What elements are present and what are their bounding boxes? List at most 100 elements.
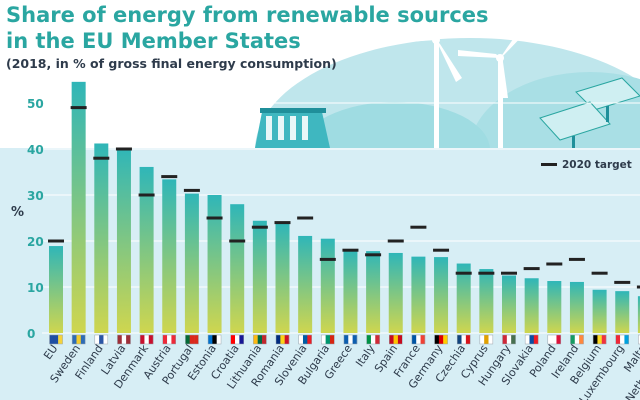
target-marker-cyprus bbox=[478, 271, 495, 275]
flag-denmark-icon bbox=[139, 334, 154, 345]
hydro-dam-icon bbox=[255, 108, 330, 148]
flag-spain-icon bbox=[389, 334, 403, 345]
flag-austria-icon bbox=[162, 334, 176, 345]
legend-marker bbox=[541, 163, 557, 166]
bar-finland bbox=[94, 143, 109, 333]
target-marker-croatia bbox=[229, 239, 246, 243]
bar-estonia bbox=[207, 195, 222, 333]
bar-malta bbox=[637, 296, 640, 333]
target-marker-latvia bbox=[115, 147, 132, 151]
x-tick-label-eu: EU bbox=[41, 342, 60, 362]
target-markers bbox=[48, 106, 640, 289]
flag-estonia-icon bbox=[207, 334, 222, 345]
chart-title-line-1: Share of energy from renewable sources bbox=[6, 3, 489, 27]
flag-eu-icon bbox=[49, 334, 63, 345]
bar-cyprus bbox=[479, 269, 494, 333]
flags bbox=[49, 334, 640, 345]
target-marker-sweden bbox=[70, 106, 87, 110]
target-marker-greece bbox=[342, 248, 359, 252]
target-marker-spain bbox=[387, 239, 404, 243]
chart-subtitle: (2018, in % of gross final energy consum… bbox=[6, 56, 337, 71]
bar-denmark bbox=[139, 166, 154, 333]
target-marker-eu bbox=[48, 239, 64, 243]
target-marker-germany bbox=[433, 248, 450, 252]
bar-belgium bbox=[592, 289, 607, 333]
y-tick-label: 10 bbox=[27, 281, 44, 295]
flag-germany-icon bbox=[434, 334, 448, 345]
target-marker-austria bbox=[161, 175, 178, 179]
chart-title-line-2: in the EU Member States bbox=[6, 29, 301, 53]
flag-france-icon bbox=[411, 334, 426, 345]
bar-croatia bbox=[230, 204, 245, 333]
flag-lithuania-icon bbox=[253, 334, 267, 345]
target-marker-slovenia bbox=[297, 216, 314, 220]
y-tick-label: 20 bbox=[27, 235, 44, 249]
flag-poland-icon bbox=[547, 334, 562, 345]
x-tick-label-malta: Malta bbox=[621, 342, 640, 374]
target-marker-ireland bbox=[568, 257, 585, 261]
target-marker-malta bbox=[636, 285, 640, 289]
bar-germany bbox=[434, 257, 449, 333]
y-tick-label: 40 bbox=[27, 143, 44, 157]
target-marker-france bbox=[410, 225, 427, 229]
bars bbox=[49, 81, 640, 333]
flag-hungary-icon bbox=[502, 334, 516, 345]
target-marker-finland bbox=[93, 156, 110, 160]
target-marker-luxembourg bbox=[614, 280, 631, 284]
bar-bulgaria bbox=[320, 238, 335, 333]
bar-hungary bbox=[502, 275, 516, 333]
bar-austria bbox=[162, 179, 177, 333]
target-marker-estonia bbox=[206, 216, 223, 220]
y-axis: 0 10 20 30 40 50% bbox=[11, 97, 44, 341]
target-marker-hungary bbox=[501, 271, 517, 275]
bar-lithuania bbox=[252, 220, 267, 333]
flag-bulgaria-icon bbox=[321, 334, 335, 345]
flag-latvia-icon bbox=[117, 334, 131, 345]
y-tick-label: 30 bbox=[27, 189, 44, 203]
flag-greece-icon bbox=[343, 334, 358, 345]
target-marker-lithuania bbox=[251, 225, 268, 229]
flag-cyprus-icon bbox=[479, 334, 494, 345]
bar-latvia bbox=[116, 147, 131, 333]
target-marker-belgium bbox=[591, 271, 608, 275]
y-axis-label: % bbox=[11, 205, 24, 220]
flag-malta-icon bbox=[638, 334, 640, 345]
flag-slovenia-icon bbox=[298, 334, 312, 345]
flag-belgium-icon bbox=[592, 334, 607, 345]
flag-portugal-icon bbox=[185, 334, 199, 345]
flag-slovakia-icon bbox=[524, 334, 539, 345]
legend-label: 2020 target bbox=[562, 159, 632, 171]
flag-croatia-icon bbox=[230, 334, 244, 345]
target-marker-romania bbox=[274, 221, 291, 225]
bar-eu bbox=[49, 246, 63, 333]
bar-slovakia bbox=[524, 278, 539, 333]
flag-czechia-icon bbox=[456, 334, 471, 345]
flag-italy-icon bbox=[366, 334, 380, 345]
y-tick-label: 0 bbox=[27, 327, 35, 341]
bar-portugal bbox=[184, 193, 199, 333]
bar-luxembourg bbox=[615, 291, 630, 333]
target-marker-slovakia bbox=[523, 267, 540, 271]
bar-sweden bbox=[71, 81, 86, 333]
flag-luxembourg-icon bbox=[615, 334, 629, 345]
bar-poland bbox=[547, 281, 562, 333]
flag-sweden-icon bbox=[71, 334, 86, 345]
flag-finland-icon bbox=[94, 334, 109, 345]
y-tick-label: 50 bbox=[27, 97, 44, 111]
target-marker-czechia bbox=[455, 271, 472, 275]
flag-romania-icon bbox=[275, 334, 290, 345]
chart-title: Share of energy from renewable sources i… bbox=[6, 2, 489, 54]
target-marker-bulgaria bbox=[319, 257, 336, 261]
bar-ireland bbox=[569, 281, 584, 333]
x-axis-labels: EUSwedenFinlandLatviaDenmarkAustriaPortu… bbox=[41, 342, 640, 400]
bar-france bbox=[411, 256, 426, 333]
bar-romania bbox=[275, 223, 290, 333]
bar-spain bbox=[388, 252, 403, 333]
wind-turbine-icon bbox=[378, 0, 462, 150]
bar-greece bbox=[343, 250, 358, 333]
legend: 2020 target bbox=[541, 159, 632, 171]
target-marker-italy bbox=[365, 253, 382, 257]
target-marker-portugal bbox=[183, 188, 200, 192]
target-marker-poland bbox=[546, 262, 563, 266]
